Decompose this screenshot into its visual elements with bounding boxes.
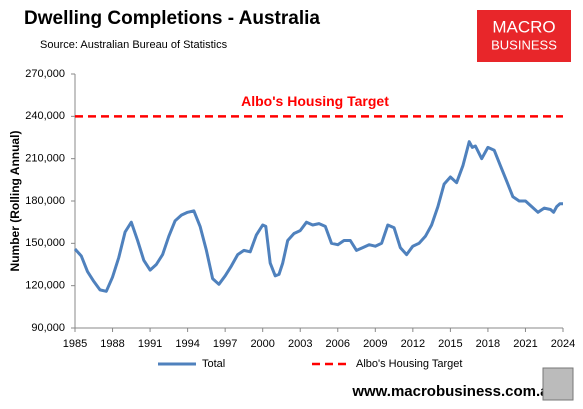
x-tick-label: 1985 — [63, 338, 87, 350]
y-axis-label: Number (Rolling Annual) — [8, 131, 22, 272]
x-tick-label: 2009 — [363, 338, 387, 350]
y-tick-label: 150,000 — [25, 237, 65, 249]
logo-text: BUSINESS — [491, 37, 557, 52]
x-tick-label: 2021 — [513, 338, 537, 350]
wolf-icon — [542, 367, 574, 401]
y-tick-label: 240,000 — [25, 110, 65, 122]
x-tick-label: 1994 — [175, 338, 199, 350]
logo-text: MACRO — [492, 17, 555, 36]
x-tick-label: 1997 — [213, 338, 237, 350]
chart-subtitle: Source: Australian Bureau of Statistics — [40, 39, 228, 51]
x-tick-label: 2018 — [476, 338, 500, 350]
x-tick-label: 2024 — [551, 338, 575, 350]
y-tick-label: 180,000 — [25, 195, 65, 207]
logo — [477, 10, 571, 62]
x-tick-label: 2003 — [288, 338, 312, 350]
website: www.macrobusiness.com.au — [351, 383, 557, 400]
x-tick-label: 2006 — [326, 338, 350, 350]
y-tick-label: 90,000 — [31, 322, 65, 334]
chart-title: Dwelling Completions - Australia — [24, 8, 320, 29]
y-tick-label: 210,000 — [25, 153, 65, 165]
legend-label: Total — [202, 358, 225, 370]
x-tick-label: 2012 — [401, 338, 425, 350]
x-tick-label: 2000 — [250, 338, 274, 350]
x-tick-label: 1991 — [138, 338, 162, 350]
y-tick-label: 120,000 — [25, 280, 65, 292]
x-tick-label: 2015 — [438, 338, 462, 350]
x-tick-label: 1988 — [100, 338, 124, 350]
y-tick-label: 270,000 — [25, 68, 65, 80]
annotation: Albo's Housing Target — [241, 93, 389, 109]
series-line — [73, 140, 563, 293]
legend-label: Albo's Housing Target — [356, 358, 462, 370]
